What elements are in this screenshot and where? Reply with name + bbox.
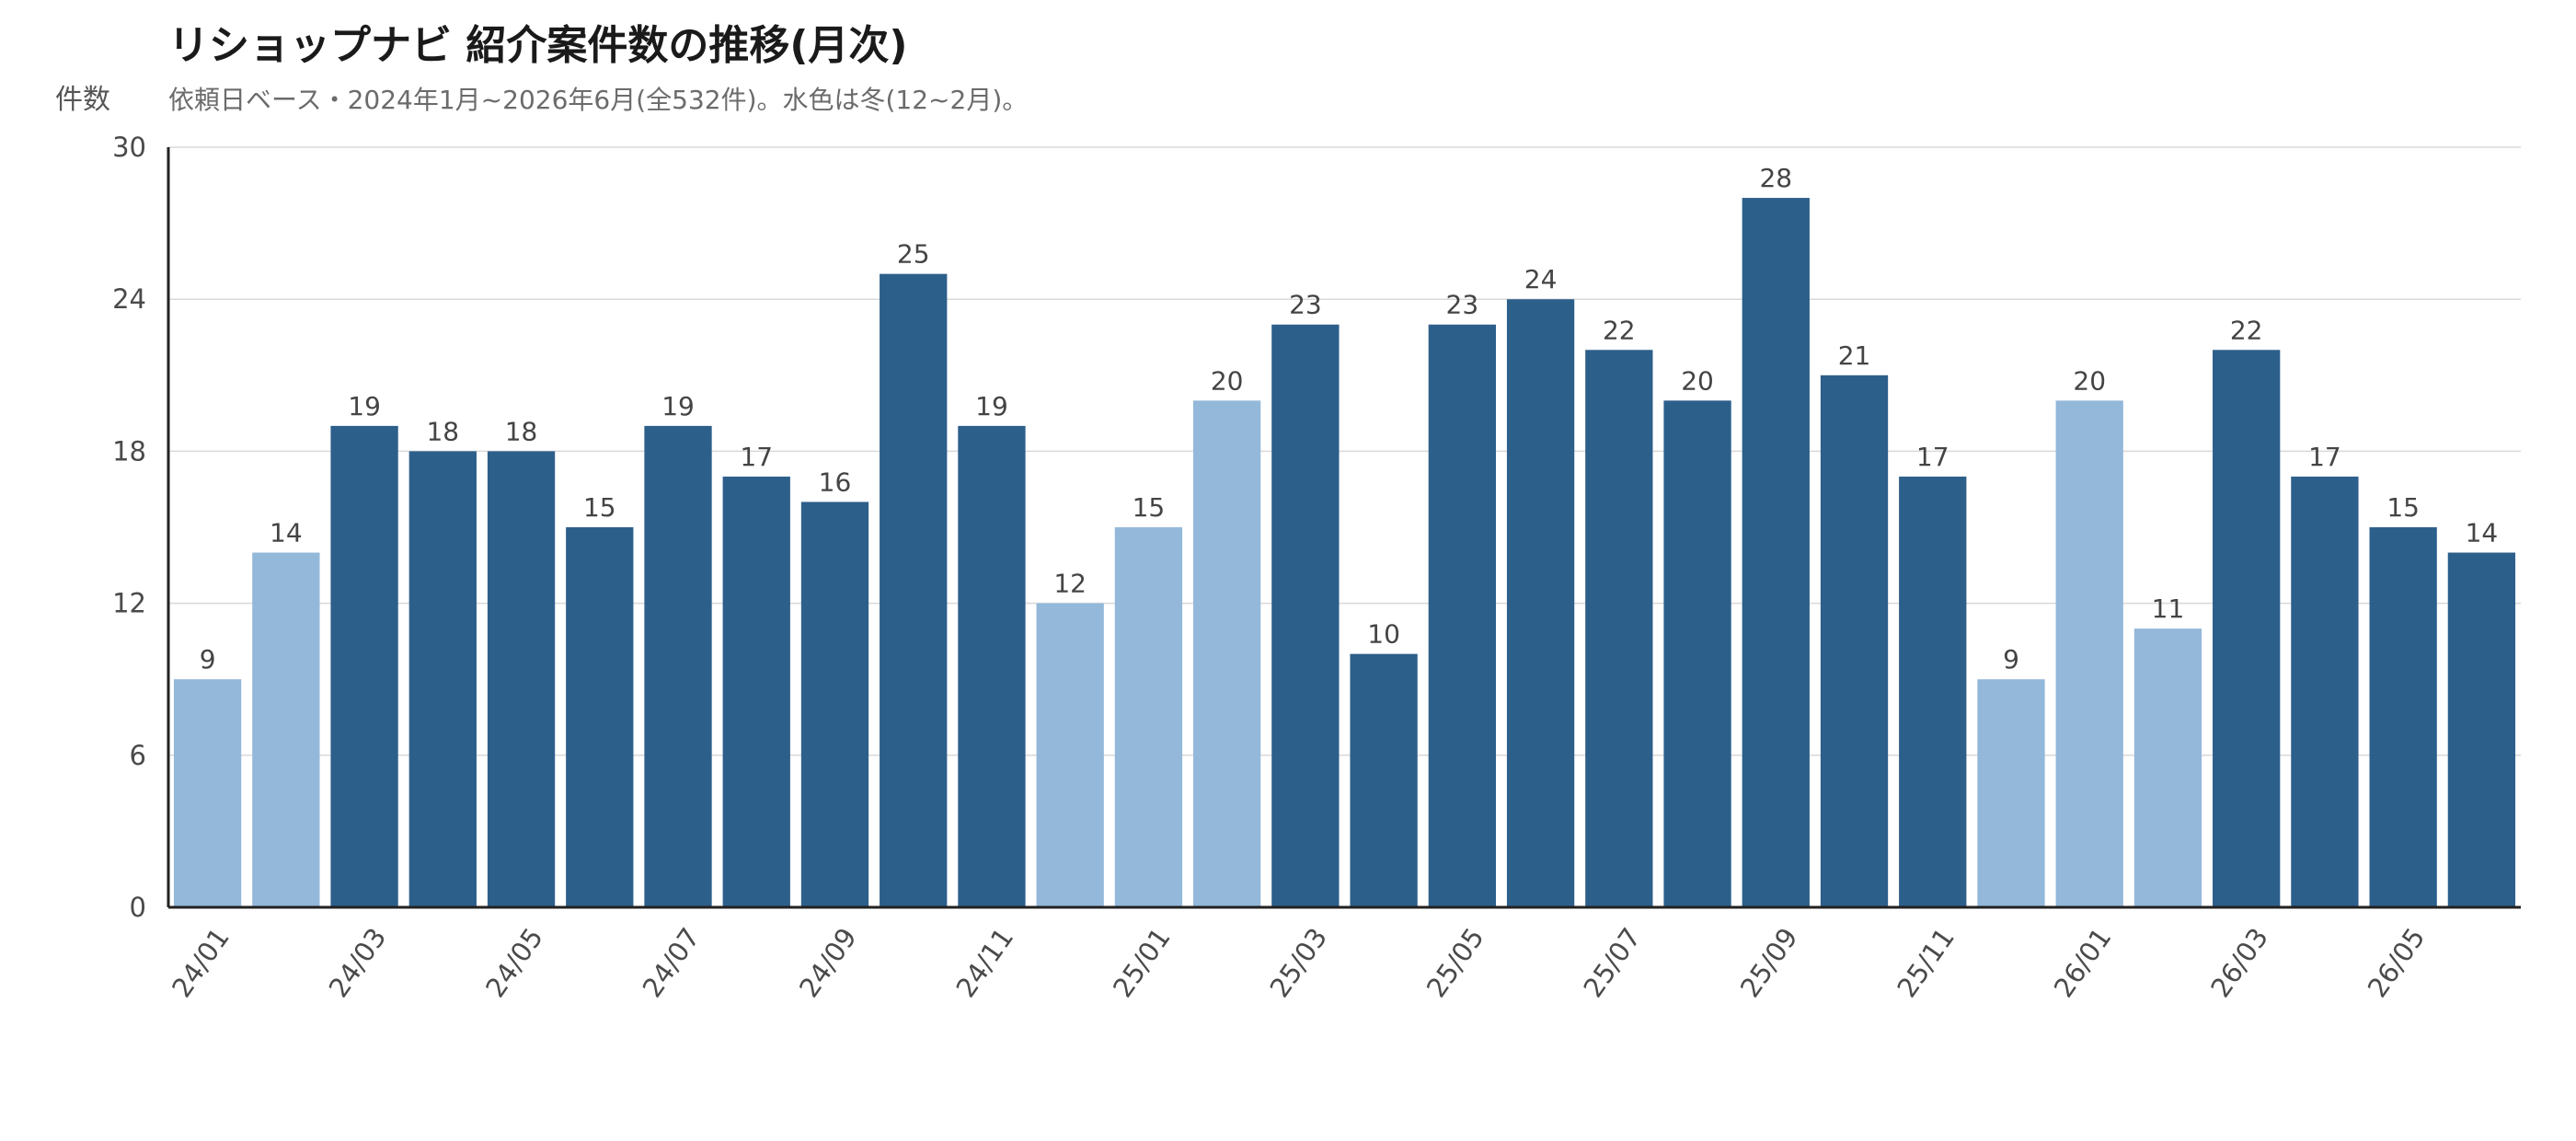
y-tick-label: 6 <box>130 740 146 771</box>
x-tick-label: 26/03 <box>2204 922 2274 1003</box>
bar-25-03 <box>1271 324 1340 907</box>
data-label: 24 <box>1524 264 1558 294</box>
data-label: 9 <box>2003 644 2019 674</box>
bar-25-05 <box>1428 324 1497 907</box>
bar-24-03 <box>330 425 398 907</box>
y-axis-label: 件数 <box>55 84 110 116</box>
data-label: 17 <box>2308 442 2341 472</box>
x-tick-label: 26/05 <box>2362 922 2432 1003</box>
bar-25-01 <box>1114 527 1183 907</box>
bar-26-03 <box>2213 350 2281 907</box>
x-tick-label: 25/11 <box>1891 922 1961 1003</box>
data-label: 14 <box>270 518 303 548</box>
y-tick-label: 24 <box>112 283 146 315</box>
bar-25-08 <box>1663 400 1731 907</box>
data-label: 18 <box>505 416 538 446</box>
bar-25-12 <box>1977 679 2045 907</box>
bar-25-02 <box>1192 400 1261 907</box>
x-tick-label: 24/01 <box>166 922 236 1003</box>
y-tick-label: 30 <box>112 132 146 163</box>
data-label: 17 <box>1916 442 1949 472</box>
chart-title: リショップナビ 紹介案件数の推移(月次) <box>168 22 908 69</box>
bar-24-09 <box>800 501 869 907</box>
x-tick-label: 25/07 <box>1577 922 1647 1003</box>
x-tick-label: 25/01 <box>1107 922 1177 1003</box>
bar-26-02 <box>2133 628 2202 907</box>
x-tick-label: 24/09 <box>793 922 863 1003</box>
data-label: 23 <box>1446 290 1479 320</box>
y-tick-label: 0 <box>130 892 146 923</box>
bar-24-10 <box>880 273 948 908</box>
bar-26-06 <box>2447 552 2516 907</box>
bar-25-06 <box>1506 299 1575 907</box>
bar-26-05 <box>2369 527 2437 907</box>
y-tick-labels: 0 6 12 18 24 30 <box>112 132 146 923</box>
x-tick-label: 24/05 <box>479 922 549 1003</box>
data-label: 16 <box>819 467 852 497</box>
x-tick-label: 24/07 <box>637 922 707 1003</box>
data-label: 19 <box>348 391 381 421</box>
x-tick-label: 24/11 <box>950 922 1020 1003</box>
gridlines <box>168 146 2521 756</box>
x-tick-label: 25/03 <box>1263 922 1333 1003</box>
data-label: 25 <box>897 239 930 270</box>
data-label: 20 <box>1211 365 1244 396</box>
data-label: 23 <box>1289 290 1322 320</box>
data-label: 20 <box>1681 365 1714 396</box>
x-tick-label: 26/01 <box>2048 922 2118 1003</box>
bar-25-07 <box>1585 350 1653 907</box>
data-label: 12 <box>1053 569 1087 599</box>
x-tick-labels: 24/01 24/03 24/05 24/07 24/09 24/11 25/01 25/03… <box>166 922 2431 1003</box>
data-label: 22 <box>2230 315 2263 345</box>
data-label: 15 <box>2386 492 2420 523</box>
chart-subtitle: 依頼日ベース・2024年1月~2026年6月(全532件)。水色は冬(12~2月… <box>168 85 1028 115</box>
x-tick-label: 25/09 <box>1734 922 1804 1003</box>
data-label: 11 <box>2152 594 2185 624</box>
bar-24-01 <box>173 679 242 907</box>
data-label: 19 <box>975 391 1008 421</box>
x-tick-label: 25/05 <box>1420 922 1490 1003</box>
data-label: 15 <box>583 492 616 523</box>
bar-25-09 <box>1742 198 1810 908</box>
bar-24-04 <box>408 451 477 907</box>
data-label: 17 <box>740 442 773 472</box>
data-label: 19 <box>661 391 695 421</box>
x-tick-label: 24/03 <box>323 922 393 1003</box>
data-label: 18 <box>426 416 459 446</box>
data-label: 10 <box>1367 619 1400 650</box>
y-tick-label: 18 <box>112 435 146 467</box>
bar-24-08 <box>722 476 790 907</box>
data-label: 21 <box>1838 340 1871 371</box>
data-label: 28 <box>1759 163 1792 193</box>
data-labels: 9 14 19 18 18 15 19 17 16 25 19 12 15 20 23 10 23 24 22 20 2… <box>200 163 2499 674</box>
data-label: 14 <box>2466 518 2499 548</box>
bar-24-12 <box>1036 603 1104 907</box>
bar-26-04 <box>2291 476 2359 907</box>
data-label: 9 <box>200 644 216 674</box>
data-label: 15 <box>1133 492 1166 523</box>
bar-24-07 <box>644 425 712 907</box>
bar-24-05 <box>487 451 556 907</box>
bar-24-02 <box>252 552 320 907</box>
data-label: 20 <box>2073 365 2106 396</box>
bar-24-06 <box>566 527 634 907</box>
bar-25-11 <box>1899 476 1967 907</box>
bar-26-01 <box>2055 400 2123 907</box>
bars <box>173 198 2516 908</box>
bar-25-04 <box>1350 653 1418 907</box>
bar-24-11 <box>958 425 1026 907</box>
data-label: 22 <box>1603 315 1636 345</box>
y-tick-label: 12 <box>112 588 146 619</box>
bar-25-10 <box>1820 375 1889 907</box>
